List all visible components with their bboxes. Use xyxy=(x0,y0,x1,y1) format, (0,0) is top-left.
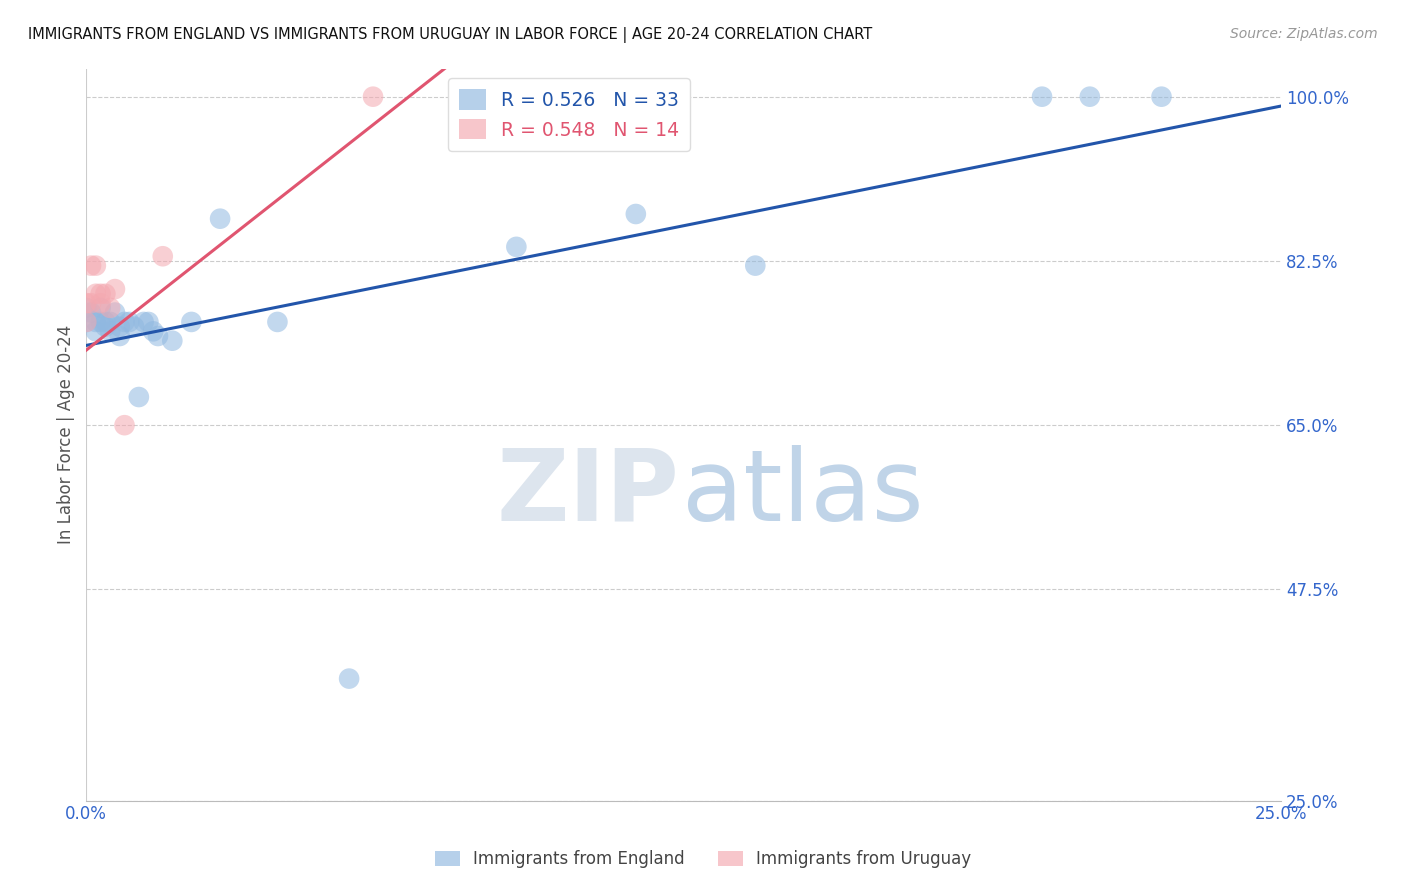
Point xyxy=(1078,89,1101,103)
Point xyxy=(94,286,117,301)
Point xyxy=(209,211,232,226)
Point xyxy=(80,305,103,319)
Point xyxy=(75,296,97,310)
Point xyxy=(104,305,127,319)
Point xyxy=(108,319,131,334)
Point xyxy=(90,315,112,329)
Point xyxy=(180,315,202,329)
Point xyxy=(75,315,97,329)
Point xyxy=(104,282,127,296)
Point xyxy=(142,324,165,338)
Point xyxy=(624,207,647,221)
Point xyxy=(744,259,766,273)
Point xyxy=(84,259,107,273)
Text: Source: ZipAtlas.com: Source: ZipAtlas.com xyxy=(1230,27,1378,41)
Point xyxy=(94,315,117,329)
Point xyxy=(505,240,527,254)
Legend: Immigrants from England, Immigrants from Uruguay: Immigrants from England, Immigrants from… xyxy=(427,844,979,875)
Point xyxy=(84,324,107,338)
Legend: R = 0.526   N = 33, R = 0.548   N = 14: R = 0.526 N = 33, R = 0.548 N = 14 xyxy=(449,78,690,151)
Point xyxy=(90,286,112,301)
Text: atlas: atlas xyxy=(682,444,924,541)
Point xyxy=(162,334,184,348)
Text: ZIP: ZIP xyxy=(496,444,679,541)
Point xyxy=(108,329,131,343)
Point xyxy=(90,296,112,310)
Point xyxy=(122,319,145,334)
Point xyxy=(114,315,136,329)
Point xyxy=(98,324,121,338)
Point xyxy=(75,315,97,329)
Point xyxy=(98,315,121,329)
Text: IMMIGRANTS FROM ENGLAND VS IMMIGRANTS FROM URUGUAY IN LABOR FORCE | AGE 20-24 CO: IMMIGRANTS FROM ENGLAND VS IMMIGRANTS FR… xyxy=(28,27,872,43)
Point xyxy=(132,315,155,329)
Point xyxy=(1150,89,1173,103)
Point xyxy=(114,418,136,433)
Point xyxy=(152,249,174,263)
Point xyxy=(84,315,107,329)
Point xyxy=(75,301,97,315)
Y-axis label: In Labor Force | Age 20-24: In Labor Force | Age 20-24 xyxy=(58,325,75,544)
Point xyxy=(337,672,360,686)
Point xyxy=(98,301,121,315)
Point xyxy=(84,286,107,301)
Point xyxy=(361,89,384,103)
Point xyxy=(90,301,112,315)
Point xyxy=(1031,89,1053,103)
Point xyxy=(128,390,150,404)
Point xyxy=(118,315,141,329)
Point xyxy=(94,319,117,334)
Point xyxy=(266,315,288,329)
Point xyxy=(80,296,103,310)
Point xyxy=(80,259,103,273)
Point xyxy=(138,315,160,329)
Point xyxy=(146,329,169,343)
